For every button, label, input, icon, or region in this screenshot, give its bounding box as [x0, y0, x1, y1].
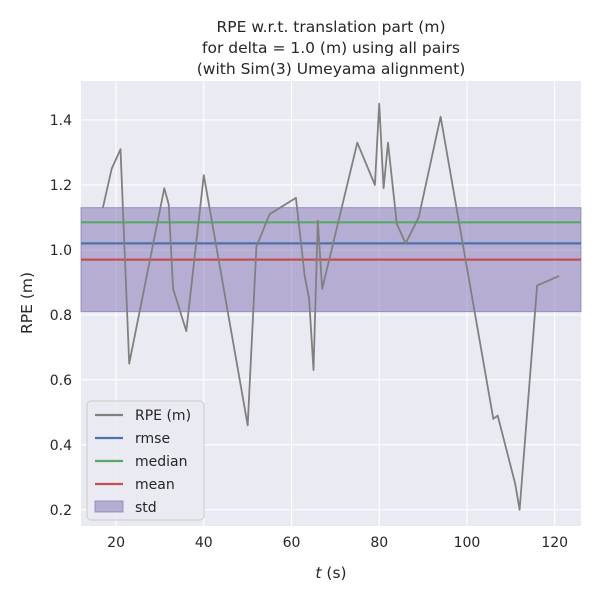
x-axis-label: t (s): [315, 564, 346, 582]
x-tick-label-20: 20: [107, 535, 125, 551]
title-line-2: for delta = 1.0 (m) using all pairs: [202, 39, 460, 57]
y-tick-label-0.4: 0.4: [50, 438, 72, 454]
title-line-1: RPE w.r.t. translation part (m): [216, 18, 445, 36]
legend-label-rpe-m: RPE (m): [135, 408, 191, 424]
y-tick-label-0.8: 0.8: [50, 308, 72, 324]
y-tick-label-0.2: 0.2: [50, 503, 72, 519]
y-tick-labels: 0.2 0.4 0.6 0.8 1.0 1.2 1.4: [50, 113, 72, 519]
legend-label-median: median: [135, 454, 187, 470]
x-axis-label-unit: (s): [321, 564, 346, 582]
x-tick-labels: 20 40 60 80 100 120: [107, 535, 568, 551]
y-tick-label-0.6: 0.6: [50, 373, 72, 389]
legend-label-mean: mean: [135, 477, 175, 493]
title-line-3: (with Sim(3) Umeyama alignment): [197, 60, 466, 78]
legend-label-rmse: rmse: [135, 431, 170, 447]
chart-title: RPE w.r.t. translation part (m) for delt…: [197, 18, 466, 78]
legend: RPE (m) rmse median mean std: [87, 401, 204, 520]
legend-label-std: std: [135, 500, 157, 516]
x-tick-label-100: 100: [454, 535, 481, 551]
y-tick-label-1.2: 1.2: [50, 178, 72, 194]
y-tick-label-1.4: 1.4: [50, 113, 72, 129]
x-tick-label-80: 80: [370, 535, 388, 551]
legend-swatch-std: [95, 501, 123, 512]
x-tick-label-120: 120: [541, 535, 568, 551]
x-tick-label-60: 60: [283, 535, 301, 551]
x-tick-label-40: 40: [195, 535, 213, 551]
y-tick-label-1.0: 1.0: [50, 243, 72, 259]
y-axis-label: RPE (m): [18, 272, 36, 334]
